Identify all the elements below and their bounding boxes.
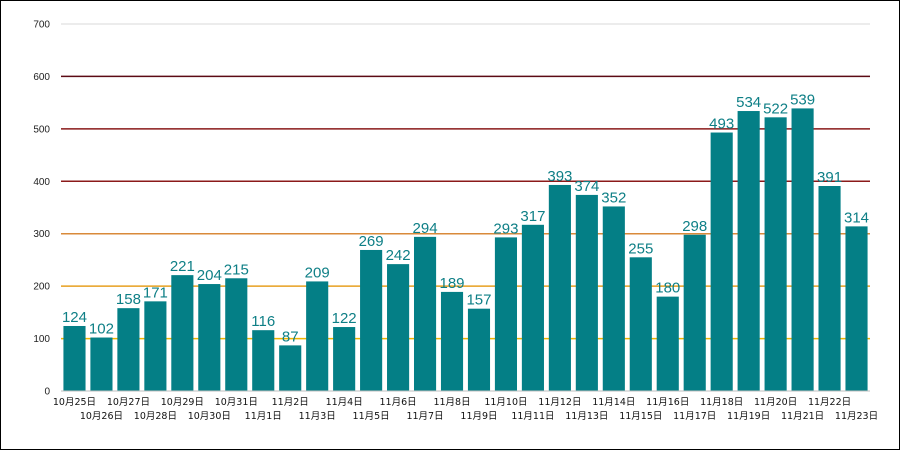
data-label: 539: [790, 91, 815, 108]
x-tick-label: 11月21日: [781, 411, 824, 422]
y-tick-label: 0: [44, 387, 50, 398]
data-label: 171: [143, 284, 168, 301]
bar: [737, 111, 760, 391]
bar: [818, 186, 841, 391]
bar: [602, 206, 625, 391]
x-tick-label: 11月3日: [299, 411, 336, 422]
data-label: 352: [601, 189, 626, 206]
x-tick-label: 11月19日: [727, 411, 770, 422]
x-tick-label: 10月25日: [53, 397, 96, 408]
x-tick-label: 10月28日: [134, 411, 177, 422]
data-label: 493: [709, 116, 734, 133]
x-tick-label: 10月26日: [80, 411, 123, 422]
data-label: 391: [817, 169, 842, 186]
bar: [171, 275, 194, 391]
x-tick-label: 11月7日: [406, 411, 443, 422]
x-tick-label: 11月6日: [380, 397, 417, 408]
data-label: 189: [440, 275, 465, 292]
y-tick-label: 200: [33, 282, 50, 293]
data-label: 122: [332, 310, 357, 327]
y-tick-label: 400: [33, 177, 50, 188]
bar: [90, 337, 113, 391]
data-label: 314: [844, 209, 869, 226]
data-label: 522: [763, 100, 788, 117]
data-label: 124: [62, 309, 87, 326]
data-label: 204: [197, 267, 222, 284]
bar: [198, 284, 221, 391]
bar: [333, 327, 356, 391]
x-tick-label: 11月5日: [353, 411, 390, 422]
x-tick-label: 11月14日: [592, 397, 635, 408]
bar: [629, 257, 652, 391]
x-tick-label: 11月8日: [433, 397, 470, 408]
data-label: 534: [736, 94, 761, 111]
x-tick-label: 11月15日: [619, 411, 662, 422]
bar: [467, 308, 491, 391]
data-label: 255: [628, 240, 653, 257]
bar: [521, 224, 544, 391]
data-label: 87: [282, 328, 299, 345]
data-label: 158: [116, 291, 141, 308]
x-tick-label: 10月29日: [161, 397, 204, 408]
bar: [683, 234, 706, 391]
x-tick-label: 11月17日: [673, 411, 716, 422]
x-tick-label: 11月23日: [835, 411, 878, 422]
bar: [710, 132, 733, 391]
x-tick-label: 11月11日: [511, 411, 554, 422]
data-label: 209: [305, 264, 330, 281]
x-tick-label: 11月2日: [272, 397, 309, 408]
bar: [144, 301, 167, 391]
bar: [656, 296, 679, 391]
y-tick-label: 100: [33, 334, 50, 345]
bar: [360, 249, 383, 391]
x-tick-label: 10月30日: [188, 411, 231, 422]
bar: [845, 226, 868, 391]
x-tick-label: 11月22日: [808, 397, 851, 408]
data-label: 393: [547, 168, 572, 185]
y-tick-label: 600: [33, 72, 50, 83]
data-label: 242: [386, 247, 411, 264]
x-tick-label: 11月1日: [245, 411, 282, 422]
y-tick-label: 700: [33, 20, 50, 31]
bar: [575, 194, 598, 391]
x-tick-label: 11月18日: [700, 397, 743, 408]
bar: [306, 281, 329, 391]
data-label: 215: [224, 261, 249, 278]
data-label: 180: [655, 280, 680, 297]
data-label: 269: [359, 233, 384, 250]
x-tick-label: 11月20日: [754, 397, 797, 408]
bar: [387, 264, 410, 391]
data-label: 157: [466, 292, 491, 309]
bar: [440, 291, 464, 391]
x-tick-label: 10月27日: [107, 397, 150, 408]
data-label: 317: [520, 208, 545, 225]
data-label: 116: [251, 313, 275, 330]
y-tick-label: 300: [33, 229, 50, 240]
bar: [791, 108, 814, 391]
bar: [252, 330, 275, 391]
data-label: 298: [682, 218, 707, 235]
x-tick-label: 11月4日: [326, 397, 363, 408]
y-tick-label: 500: [33, 124, 50, 135]
bar: [279, 345, 302, 391]
data-label: 293: [493, 220, 518, 237]
bar: [764, 117, 787, 391]
bar: [225, 278, 248, 391]
x-tick-label: 11月16日: [646, 397, 689, 408]
x-tick-label: 11月10日: [484, 397, 527, 408]
data-label: 102: [89, 321, 114, 338]
x-tick-label: 11月13日: [565, 411, 608, 422]
bar: [548, 184, 571, 391]
x-tick-label: 10月31日: [215, 397, 258, 408]
bar: [63, 325, 86, 391]
data-label: 374: [574, 178, 599, 195]
x-tick-label: 11月12日: [538, 397, 581, 408]
data-label: 294: [413, 220, 438, 237]
x-tick-label: 11月9日: [460, 411, 497, 422]
data-label: 221: [170, 258, 195, 275]
bar: [494, 237, 518, 391]
bar: [117, 308, 140, 391]
bar: [413, 236, 437, 391]
